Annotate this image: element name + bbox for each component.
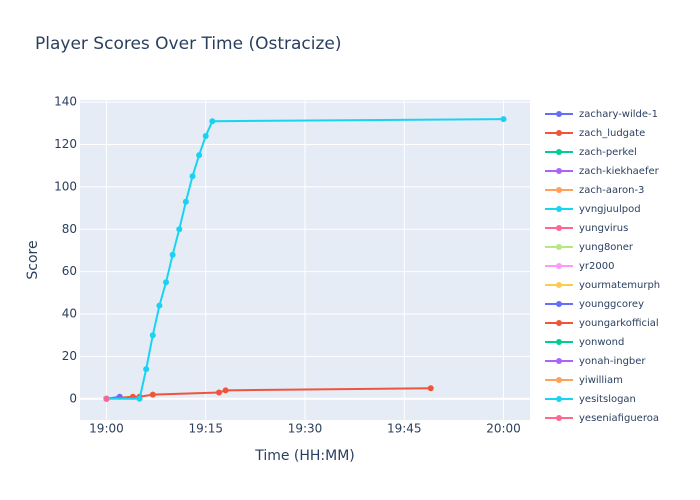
legend-label[interactable]: zach-aaron-3: [579, 185, 644, 196]
data-point: [149, 391, 156, 398]
data-point: [176, 226, 183, 233]
x-axis-label: Time (HH:MM): [254, 448, 355, 464]
legend-marker: [556, 301, 562, 307]
legend-marker: [556, 358, 562, 364]
legend-marker: [556, 111, 562, 117]
data-point: [222, 387, 229, 394]
legend-label[interactable]: yungvirus: [579, 223, 628, 234]
y-tick-label: 120: [54, 137, 77, 151]
legend-marker: [556, 149, 562, 155]
data-point: [169, 251, 176, 258]
legend-label[interactable]: youngarkofficial: [579, 318, 659, 329]
data-point: [427, 385, 434, 392]
legend-label[interactable]: yonah-ingber: [579, 356, 646, 367]
legend-label[interactable]: younggcorey: [579, 299, 644, 310]
legend-marker: [556, 206, 562, 212]
legend-label[interactable]: yung8oner: [579, 242, 634, 253]
legend-label[interactable]: yr2000: [579, 261, 614, 272]
data-point: [202, 133, 209, 140]
legend-marker: [556, 396, 562, 402]
legend-marker: [556, 282, 562, 288]
legend-marker: [556, 187, 562, 193]
y-axis-label: Score: [25, 240, 41, 279]
legend-label[interactable]: zach-perkel: [579, 147, 637, 158]
legend-marker: [556, 415, 562, 421]
legend-label[interactable]: yeseniafigueroa: [579, 413, 659, 424]
data-point: [189, 173, 196, 180]
legend-label[interactable]: yesitslogan: [579, 394, 636, 405]
legend-label[interactable]: yvngjuulpod: [579, 204, 641, 215]
y-tick-label: 140: [54, 95, 77, 109]
legend-label[interactable]: yiwilliam: [579, 375, 623, 386]
x-tick-label: 19:30: [288, 422, 323, 436]
data-point: [149, 332, 156, 339]
data-point: [196, 152, 203, 159]
x-tick-label: 20:00: [486, 422, 521, 436]
data-point: [163, 279, 170, 286]
legend-marker: [556, 320, 562, 326]
data-point: [215, 389, 222, 396]
data-point: [500, 116, 507, 123]
data-point: [156, 302, 163, 309]
y-tick-label: 100: [54, 179, 77, 193]
y-tick-label: 80: [62, 222, 77, 236]
legend-label[interactable]: zachary-wilde-1: [579, 109, 658, 120]
legend[interactable]: zachary-wilde-1 zach_ludgate zach-perkel za…: [545, 109, 660, 424]
plot: [103, 116, 507, 402]
data-point: [136, 395, 143, 402]
y-tick-label: 0: [69, 391, 77, 405]
x-tick-label: 19:15: [188, 422, 223, 436]
data-point: [209, 118, 216, 125]
legend-marker: [556, 377, 562, 383]
x-tick-label: 19:45: [387, 422, 422, 436]
legend-marker: [556, 263, 562, 269]
y-tick-label: 20: [62, 349, 77, 363]
legend-marker: [556, 339, 562, 345]
series-line: [106, 118, 504, 400]
chart-title: Player Scores Over Time (Ostracize): [35, 34, 342, 54]
legend-label[interactable]: zach-kiekhaefer: [579, 166, 660, 177]
data-point: [143, 366, 150, 373]
x-tick-label: 19:00: [89, 422, 124, 436]
legend-label[interactable]: yourmatemurph: [579, 280, 660, 291]
legend-marker: [556, 168, 562, 174]
y-tick-label: 60: [62, 264, 77, 278]
data-point: [182, 198, 189, 205]
legend-marker: [556, 130, 562, 136]
legend-marker: [556, 244, 562, 250]
legend-label[interactable]: yonwond: [579, 337, 624, 348]
data-point: [103, 395, 110, 402]
legend-label[interactable]: zach_ludgate: [579, 128, 645, 139]
legend-marker: [556, 225, 562, 231]
y-tick-label: 40: [62, 307, 77, 321]
grid: [80, 100, 530, 420]
